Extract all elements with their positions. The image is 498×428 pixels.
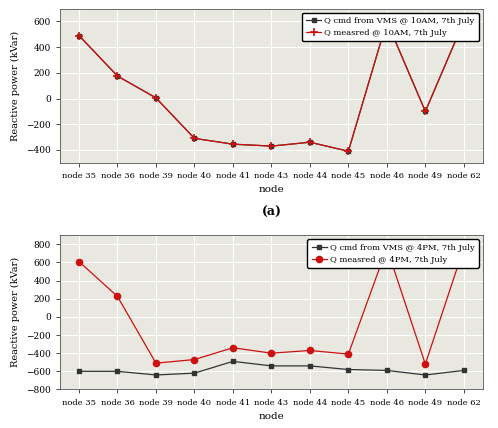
Q cmd from VMS @ 4PM, 7th July — [76, 369, 82, 374]
Q measred @ 4PM, 7th July — [461, 245, 467, 250]
Line: Q measred @ 4PM, 7th July: Q measred @ 4PM, 7th July — [76, 245, 467, 367]
Q cmd from VMS @ 10AM, 7th July — [191, 136, 197, 141]
Q measred @ 10AM, 7th July — [230, 142, 236, 147]
Q cmd from VMS @ 10AM, 7th July — [76, 33, 82, 38]
Q measred @ 10AM, 7th July — [346, 149, 352, 154]
Q measred @ 10AM, 7th July — [384, 19, 390, 24]
X-axis label: node: node — [258, 185, 284, 194]
Q cmd from VMS @ 4PM, 7th July — [307, 363, 313, 369]
Q cmd from VMS @ 4PM, 7th July — [191, 371, 197, 376]
Q cmd from VMS @ 4PM, 7th July — [422, 372, 428, 377]
Q cmd from VMS @ 10AM, 7th July — [153, 95, 159, 101]
Q measred @ 4PM, 7th July — [76, 259, 82, 264]
Q measred @ 4PM, 7th July — [346, 351, 352, 357]
Q measred @ 10AM, 7th July — [461, 19, 467, 24]
Line: Q cmd from VMS @ 10AM, 7th July: Q cmd from VMS @ 10AM, 7th July — [77, 19, 466, 154]
Q measred @ 4PM, 7th July — [384, 245, 390, 250]
Q measred @ 10AM, 7th July — [153, 95, 159, 101]
Q measred @ 10AM, 7th July — [115, 74, 121, 79]
Q cmd from VMS @ 4PM, 7th July — [268, 363, 274, 369]
Q measred @ 4PM, 7th July — [422, 362, 428, 367]
Q cmd from VMS @ 10AM, 7th July — [422, 109, 428, 114]
Q cmd from VMS @ 10AM, 7th July — [384, 19, 390, 24]
Q cmd from VMS @ 4PM, 7th July — [115, 369, 121, 374]
Text: (a): (a) — [261, 206, 281, 219]
Q cmd from VMS @ 4PM, 7th July — [384, 368, 390, 373]
Y-axis label: Reactive power (kVar): Reactive power (kVar) — [11, 257, 20, 367]
Q cmd from VMS @ 10AM, 7th July — [461, 19, 467, 24]
Q measred @ 4PM, 7th July — [191, 357, 197, 362]
Q cmd from VMS @ 10AM, 7th July — [268, 143, 274, 149]
Q measred @ 10AM, 7th July — [307, 140, 313, 145]
Q measred @ 4PM, 7th July — [230, 345, 236, 350]
Q cmd from VMS @ 4PM, 7th July — [153, 372, 159, 377]
Line: Q measred @ 10AM, 7th July: Q measred @ 10AM, 7th July — [75, 17, 468, 155]
Q cmd from VMS @ 4PM, 7th July — [461, 368, 467, 373]
Q cmd from VMS @ 10AM, 7th July — [346, 149, 352, 154]
Q cmd from VMS @ 10AM, 7th July — [307, 140, 313, 145]
Q measred @ 10AM, 7th July — [422, 109, 428, 114]
Q measred @ 4PM, 7th July — [115, 294, 121, 299]
Q cmd from VMS @ 10AM, 7th July — [230, 142, 236, 147]
Q measred @ 10AM, 7th July — [76, 33, 82, 38]
Y-axis label: Reactive power (kVar): Reactive power (kVar) — [11, 31, 20, 141]
Q measred @ 4PM, 7th July — [153, 361, 159, 366]
Line: Q cmd from VMS @ 4PM, 7th July: Q cmd from VMS @ 4PM, 7th July — [77, 359, 466, 377]
Q cmd from VMS @ 10AM, 7th July — [115, 74, 121, 79]
Legend: Q cmd from VMS @ 4PM, 7th July, Q measred @ 4PM, 7th July: Q cmd from VMS @ 4PM, 7th July, Q measre… — [307, 239, 479, 268]
X-axis label: node: node — [258, 412, 284, 421]
Q measred @ 4PM, 7th July — [307, 348, 313, 353]
Q measred @ 10AM, 7th July — [191, 136, 197, 141]
Legend: Q cmd from VMS @ 10AM, 7th July, Q measred @ 10AM, 7th July: Q cmd from VMS @ 10AM, 7th July, Q measr… — [302, 13, 479, 41]
Q measred @ 4PM, 7th July — [268, 351, 274, 356]
Q measred @ 10AM, 7th July — [268, 143, 274, 149]
Q cmd from VMS @ 4PM, 7th July — [346, 367, 352, 372]
Q cmd from VMS @ 4PM, 7th July — [230, 359, 236, 364]
